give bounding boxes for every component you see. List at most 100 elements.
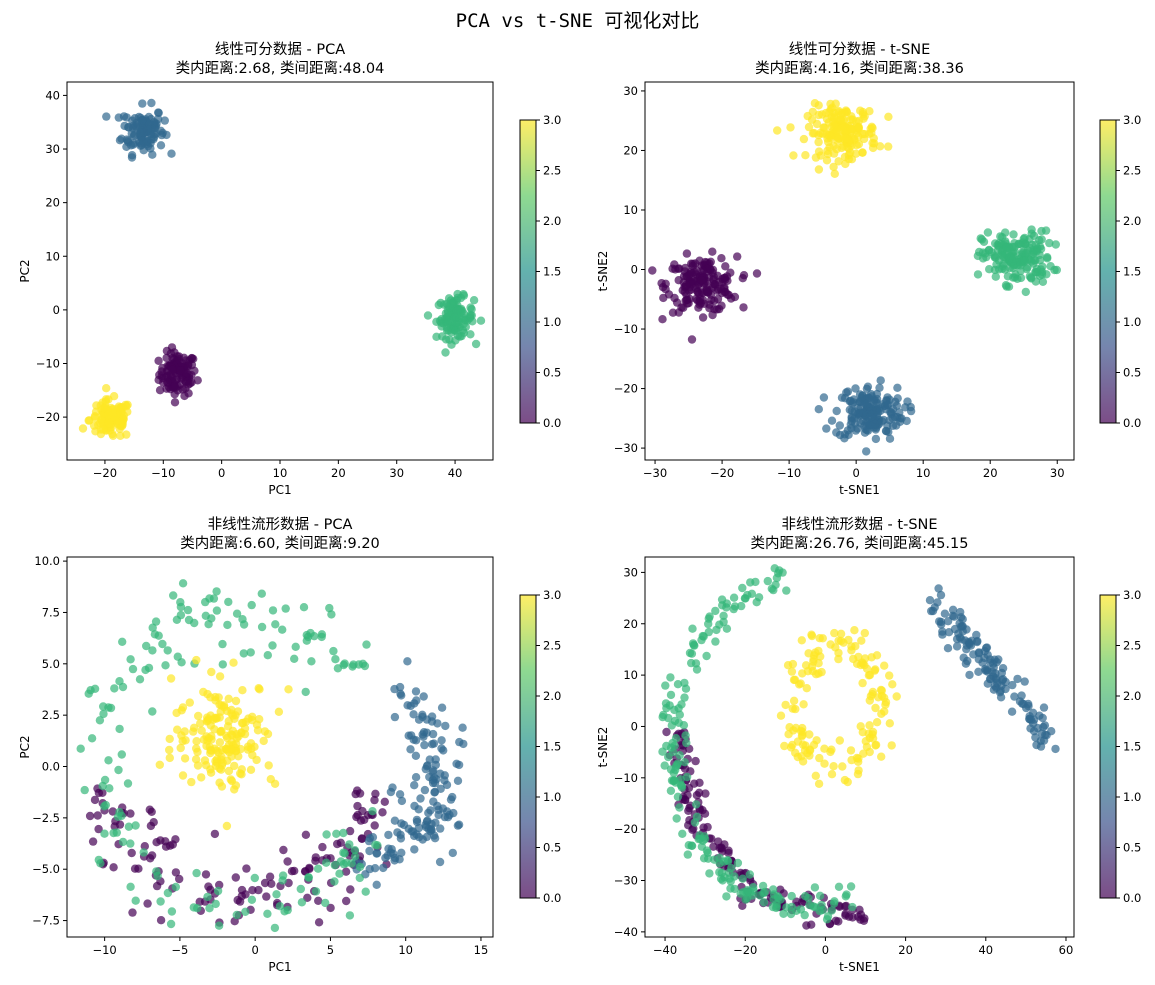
data-point-class-1: [1001, 677, 1010, 687]
data-point-class-1: [408, 827, 418, 836]
data-point-class-1: [419, 692, 428, 701]
data-point-class-1: [397, 796, 407, 806]
data-point-class-3: [860, 628, 869, 638]
data-point-class-0: [841, 911, 850, 920]
data-point-class-1: [965, 670, 974, 680]
data-point-class-2: [322, 858, 331, 867]
colorbar-tick-label: 2.0: [1123, 214, 1141, 228]
data-point-class-3: [826, 132, 835, 141]
data-point-class-2: [350, 846, 360, 855]
data-point-class-3: [98, 425, 108, 434]
data-point-class-3: [214, 748, 223, 757]
data-point-class-1: [980, 647, 989, 656]
data-point-class-1: [888, 414, 897, 423]
data-point-class-1: [936, 590, 946, 600]
data-point-class-2: [674, 718, 683, 727]
data-point-class-1: [426, 806, 435, 815]
data-point-class-2: [117, 750, 127, 759]
data-point-class-2: [689, 640, 698, 650]
colorbar-tick-label: 1.0: [1123, 790, 1141, 804]
data-point-class-2: [680, 758, 689, 767]
data-point-class-3: [888, 680, 897, 689]
data-point-class-3: [193, 761, 203, 770]
colorbar-tick-label: 2.5: [543, 164, 561, 178]
data-point-class-3: [822, 114, 832, 124]
data-point-class-1: [102, 112, 111, 121]
subplot-title: 非线性流形数据 - PCA: [208, 516, 353, 533]
data-point-class-2: [699, 632, 708, 641]
data-point-class-2: [746, 578, 755, 587]
data-point-class-3: [215, 672, 225, 681]
data-point-class-3: [788, 659, 798, 669]
data-point-class-3: [155, 760, 164, 769]
y-tick-label: 10: [623, 668, 638, 682]
data-point-class-2: [769, 885, 778, 894]
data-point-class-2: [712, 625, 721, 635]
data-point-class-2: [668, 748, 678, 757]
data-point-class-0: [716, 285, 726, 294]
data-point-class-1: [412, 696, 421, 705]
data-point-class-1: [872, 407, 881, 416]
data-point-class-2: [673, 680, 683, 689]
data-point-class-3: [84, 416, 93, 425]
data-point-class-1: [906, 402, 915, 412]
data-point-class-0: [345, 826, 355, 836]
data-point-class-2: [232, 609, 242, 618]
data-point-class-3: [836, 115, 845, 125]
data-point-class-2: [348, 662, 357, 671]
x-tick-label: 10: [398, 943, 413, 957]
colorbar-tick-label: 1.0: [543, 790, 561, 804]
colorbar-tick-label: 3.0: [1123, 113, 1141, 127]
data-point-class-0: [723, 276, 732, 285]
data-point-class-2: [779, 909, 788, 918]
y-tick-label: −20: [36, 410, 60, 424]
colorbar-gradient: [520, 595, 536, 898]
data-point-class-3: [229, 658, 238, 667]
data-point-class-3: [829, 162, 838, 172]
data-point-class-3: [864, 671, 874, 680]
data-point-class-3: [852, 141, 861, 150]
data-point-class-3: [193, 747, 202, 757]
data-point-class-2: [203, 892, 212, 902]
data-point-class-1: [883, 393, 892, 402]
data-point-class-3: [214, 693, 223, 702]
data-point-class-3: [814, 669, 823, 678]
data-point-class-1: [845, 397, 854, 406]
data-point-class-1: [876, 376, 885, 385]
data-point-class-2: [683, 850, 692, 859]
data-point-class-1: [893, 394, 902, 403]
data-point-class-1: [414, 805, 423, 814]
data-point-class-3: [868, 727, 878, 737]
data-point-class-3: [222, 821, 232, 831]
data-point-class-3: [206, 768, 216, 777]
data-point-class-3: [197, 726, 206, 735]
x-tick-label: 20: [898, 943, 913, 957]
data-point-class-3: [194, 711, 203, 721]
data-point-class-3: [165, 734, 174, 744]
data-point-class-3: [877, 709, 886, 718]
data-point-class-2: [115, 677, 124, 686]
data-point-class-3: [850, 626, 859, 635]
data-point-class-2: [94, 855, 104, 865]
data-point-class-1: [365, 846, 374, 856]
data-point-class-2: [148, 646, 157, 655]
data-point-class-0: [697, 276, 706, 285]
data-point-class-2: [1042, 270, 1051, 279]
data-point-class-1: [895, 417, 905, 426]
data-point-class-3: [221, 744, 231, 754]
data-point-class-2: [759, 898, 769, 907]
y-tick-label: 20: [623, 617, 638, 631]
y-tick-label: −30: [614, 874, 638, 888]
data-point-class-3: [215, 738, 225, 747]
y-tick-label: 10: [45, 249, 60, 263]
data-point-class-1: [956, 622, 966, 631]
data-point-class-2: [131, 821, 140, 830]
data-point-class-2: [118, 837, 128, 847]
subplot-2: 线性可分数据 - t-SNE 类内距离:4.16, 类间距离:38.36 −30 −2…: [596, 41, 1141, 497]
data-point-class-2: [257, 622, 267, 632]
data-point-class-2: [733, 858, 743, 868]
data-point-class-0: [715, 843, 724, 853]
data-point-class-3: [266, 775, 275, 784]
data-point-class-3: [237, 718, 247, 728]
